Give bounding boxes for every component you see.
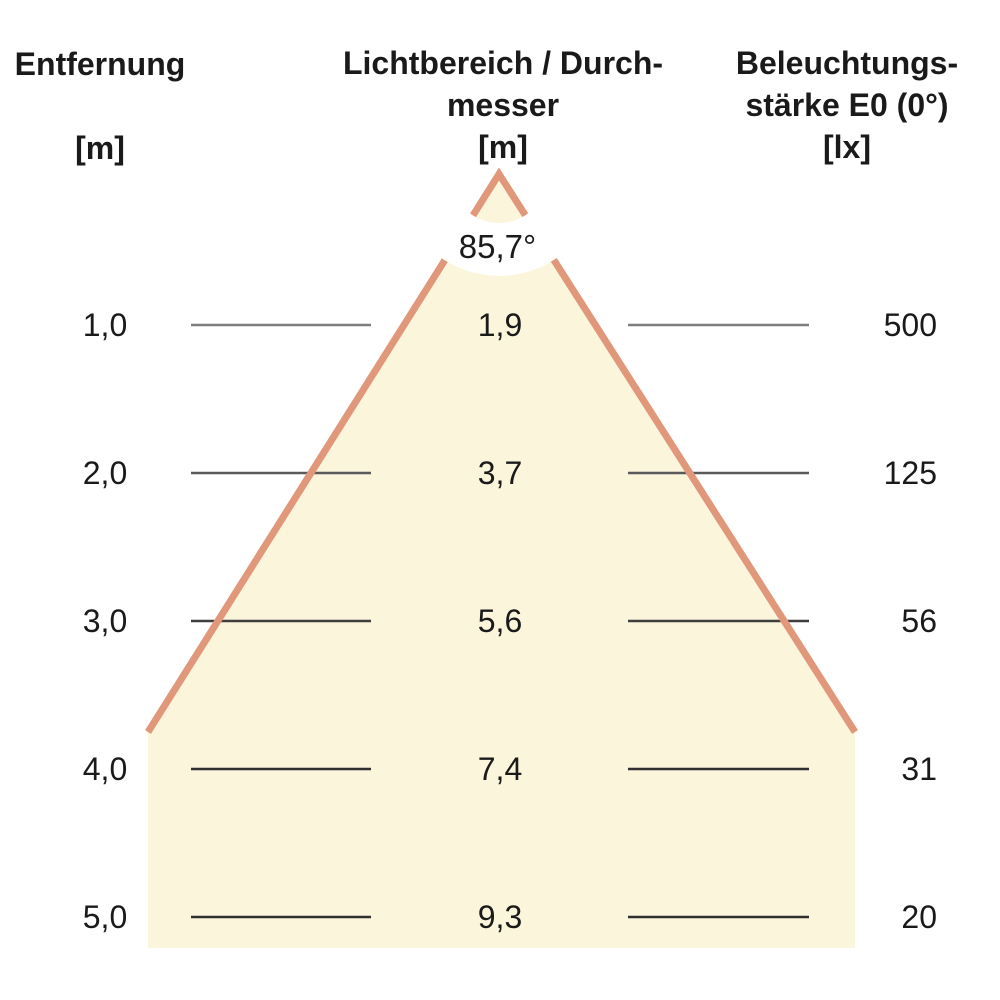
beam-angle-label: 85,7°	[458, 228, 537, 265]
illuminance-value: 56	[901, 603, 937, 639]
header-illuminance-unit: [lx]	[823, 129, 871, 165]
diameter-value: 1,9	[477, 307, 523, 343]
header-illuminance-title-2: stärke E0 (0°)	[745, 87, 949, 123]
diameter-value: 9,3	[477, 899, 523, 935]
illuminance-value: 500	[883, 307, 937, 343]
distance-value: 4,0	[82, 751, 128, 787]
distance-value: 5,0	[82, 899, 128, 935]
illuminance-value: 31	[901, 751, 937, 787]
diameter-value: 5,6	[477, 603, 523, 639]
illuminance-value: 20	[901, 899, 937, 935]
distance-value: 3,0	[82, 603, 128, 639]
header-distance-title: Entfernung	[14, 46, 186, 82]
illuminance-value: 125	[883, 455, 937, 491]
distance-value: 1,0	[82, 307, 128, 343]
header-diameter-unit: [m]	[478, 129, 528, 165]
header-diameter-title-2: messer	[446, 87, 560, 123]
light-cone-edges	[145, 167, 858, 734]
distance-value: 2,0	[82, 455, 128, 491]
header-diameter-title-1: Lichtbereich / Durch-	[342, 45, 664, 81]
header-illuminance-title-1: Beleuchtungs-	[735, 45, 959, 81]
light-cone-fill	[148, 174, 855, 948]
header-distance-unit: [m]	[75, 130, 125, 166]
angle-arc-band	[400, 186, 598, 276]
diameter-value: 7,4	[477, 751, 523, 787]
diameter-value: 3,7	[477, 455, 523, 491]
